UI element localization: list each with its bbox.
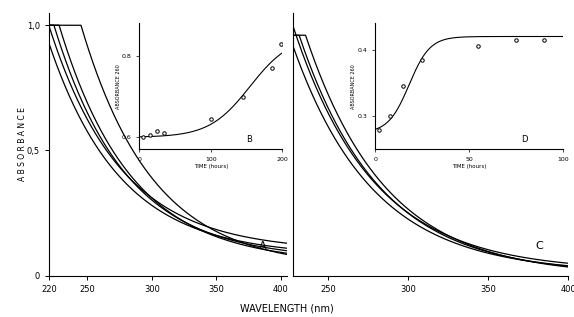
Text: A: A — [258, 242, 266, 251]
Y-axis label: ABSORBANCE 260: ABSORBANCE 260 — [115, 64, 121, 109]
Text: D: D — [522, 135, 528, 144]
Text: B: B — [246, 135, 253, 144]
Text: C: C — [535, 242, 543, 251]
Y-axis label: A B S O R B A N C E: A B S O R B A N C E — [18, 107, 27, 181]
Text: WAVELENGTH (nm): WAVELENGTH (nm) — [240, 304, 334, 314]
Y-axis label: ABSORBANCE 260: ABSORBANCE 260 — [351, 64, 356, 109]
X-axis label: TIME (hours): TIME (hours) — [193, 164, 228, 169]
X-axis label: TIME (hours): TIME (hours) — [452, 164, 486, 169]
